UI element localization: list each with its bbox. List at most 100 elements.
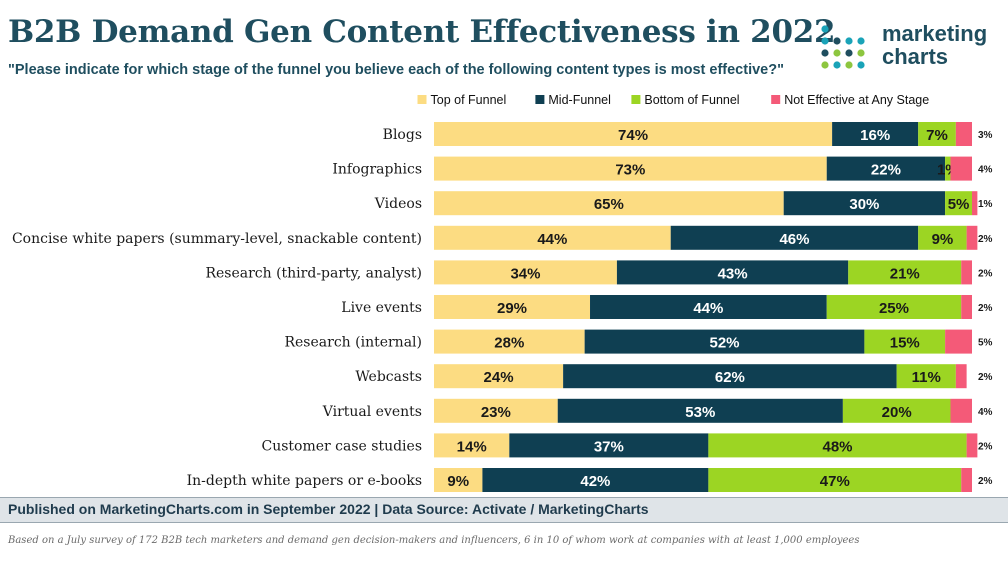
bar-segment	[557, 398, 843, 423]
bar-segment	[966, 225, 978, 250]
data-label: 46%	[779, 231, 809, 248]
chart-subtitle: "Please indicate for which stage of the …	[8, 62, 784, 78]
data-label: 23%	[481, 404, 511, 421]
logo-text-marketing: marketing	[882, 21, 988, 46]
category-label: Virtual events	[322, 404, 422, 420]
data-label-not-effective: 2%	[978, 234, 993, 245]
category-label: Research (third-party, analyst)	[205, 265, 422, 281]
data-label: 24%	[484, 369, 514, 386]
data-label: 25%	[879, 300, 909, 317]
data-label: 74%	[618, 127, 648, 144]
bar-segment	[434, 260, 617, 285]
data-label: 52%	[710, 335, 740, 352]
bar-segment	[864, 329, 946, 354]
bar-segment	[708, 433, 967, 458]
bar-segment	[950, 156, 972, 181]
data-label-not-effective: 2%	[978, 268, 993, 279]
stacked-bar-chart: Top of Funnel Mid-Funnel Bottom of Funnel N…	[12, 93, 993, 492]
bar-segment	[945, 329, 972, 354]
data-label: 73%	[615, 162, 645, 179]
source-text: Published on MarketingCharts.com in Sept…	[8, 501, 649, 517]
bar-segment	[955, 364, 967, 389]
bar-segment	[434, 156, 827, 181]
data-label-not-effective: 2%	[978, 303, 993, 314]
legend-label: Top of Funnel	[431, 93, 507, 107]
bar-segment	[972, 191, 978, 216]
data-label-not-effective: 4%	[978, 165, 993, 176]
bar-segment	[783, 191, 946, 216]
bar-segment	[842, 398, 951, 423]
bar-segment	[945, 191, 972, 216]
data-label: 62%	[715, 369, 745, 386]
data-label: 42%	[580, 473, 610, 490]
data-label: 21%	[890, 265, 920, 282]
category-label: In-depth white papers or e-books	[187, 473, 422, 489]
bar-segment	[434, 191, 784, 216]
data-label-not-effective: 2%	[978, 476, 993, 487]
data-label-not-effective: 2%	[978, 441, 993, 452]
data-label-not-effective: 5%	[978, 338, 993, 349]
chart-title: B2B Demand Gen Content Effectiveness in …	[8, 14, 836, 50]
category-label: Live events	[341, 300, 422, 316]
bar-segment	[584, 329, 865, 354]
data-label: 11%	[912, 369, 941, 386]
bar-segment	[961, 260, 972, 285]
marketingcharts-logo: marketing charts	[818, 22, 1003, 72]
bar-segment	[945, 156, 951, 181]
data-label: 44%	[537, 231, 567, 248]
data-label-not-effective: 3%	[978, 130, 993, 141]
data-label: 44%	[693, 300, 723, 317]
data-label: 15%	[890, 335, 920, 352]
bar-segment	[918, 225, 967, 250]
data-label: 30%	[849, 196, 879, 213]
bar-segment	[670, 225, 919, 250]
legend-swatch	[535, 95, 545, 104]
data-label: 43%	[718, 265, 748, 282]
bar-segment	[826, 295, 962, 319]
bar-segment	[434, 433, 510, 458]
bar-segment	[966, 433, 978, 458]
bar-segment	[616, 260, 849, 285]
legend-swatch	[417, 95, 427, 104]
category-label: Research (internal)	[284, 335, 422, 351]
data-label: 28%	[494, 335, 524, 352]
bar-segment	[826, 156, 946, 181]
bar-segment	[434, 398, 558, 423]
data-label: 53%	[685, 404, 715, 421]
logo-text-charts: charts	[882, 44, 949, 69]
legend-label: Bottom of Funnel	[644, 93, 739, 107]
data-label: 22%	[871, 162, 901, 179]
legend-label: Mid-Funnel	[548, 93, 611, 107]
data-label: 29%	[497, 300, 527, 317]
data-label: 37%	[594, 438, 624, 455]
bar-segment	[434, 122, 833, 146]
bar-segment	[482, 468, 709, 492]
data-label: 34%	[510, 265, 540, 282]
data-label: 9%	[447, 473, 469, 490]
bar-segment	[563, 364, 897, 389]
data-label: 48%	[822, 438, 852, 455]
legend-swatch	[631, 95, 641, 104]
data-label: 14%	[457, 438, 487, 455]
data-label: 16%	[860, 127, 890, 144]
data-label: 5%	[948, 196, 970, 213]
data-label: 9%	[932, 231, 954, 248]
data-label-not-effective: 2%	[978, 372, 993, 383]
category-label: Concise white papers (summary-level, sna…	[12, 231, 422, 247]
methodology-note: Based on a July survey of 172 B2B tech m…	[8, 535, 860, 546]
data-label: 7%	[926, 127, 948, 144]
data-label: 65%	[594, 196, 624, 213]
bar-segment	[708, 468, 962, 492]
footer-source-bar: Published on MarketingCharts.com in Sept…	[0, 497, 1008, 523]
bar-segment	[918, 122, 956, 146]
category-label: Videos	[374, 196, 422, 212]
bar-segment	[896, 364, 956, 389]
bar-segment	[434, 364, 564, 389]
data-label: 20%	[882, 404, 912, 421]
data-label-not-effective: 4%	[978, 407, 993, 418]
data-label-not-effective: 1%	[978, 199, 993, 210]
bar-segment	[950, 398, 972, 423]
logo-dots-icon	[821, 25, 865, 69]
category-label: Blogs	[383, 127, 422, 143]
category-label: Infographics	[332, 162, 422, 178]
